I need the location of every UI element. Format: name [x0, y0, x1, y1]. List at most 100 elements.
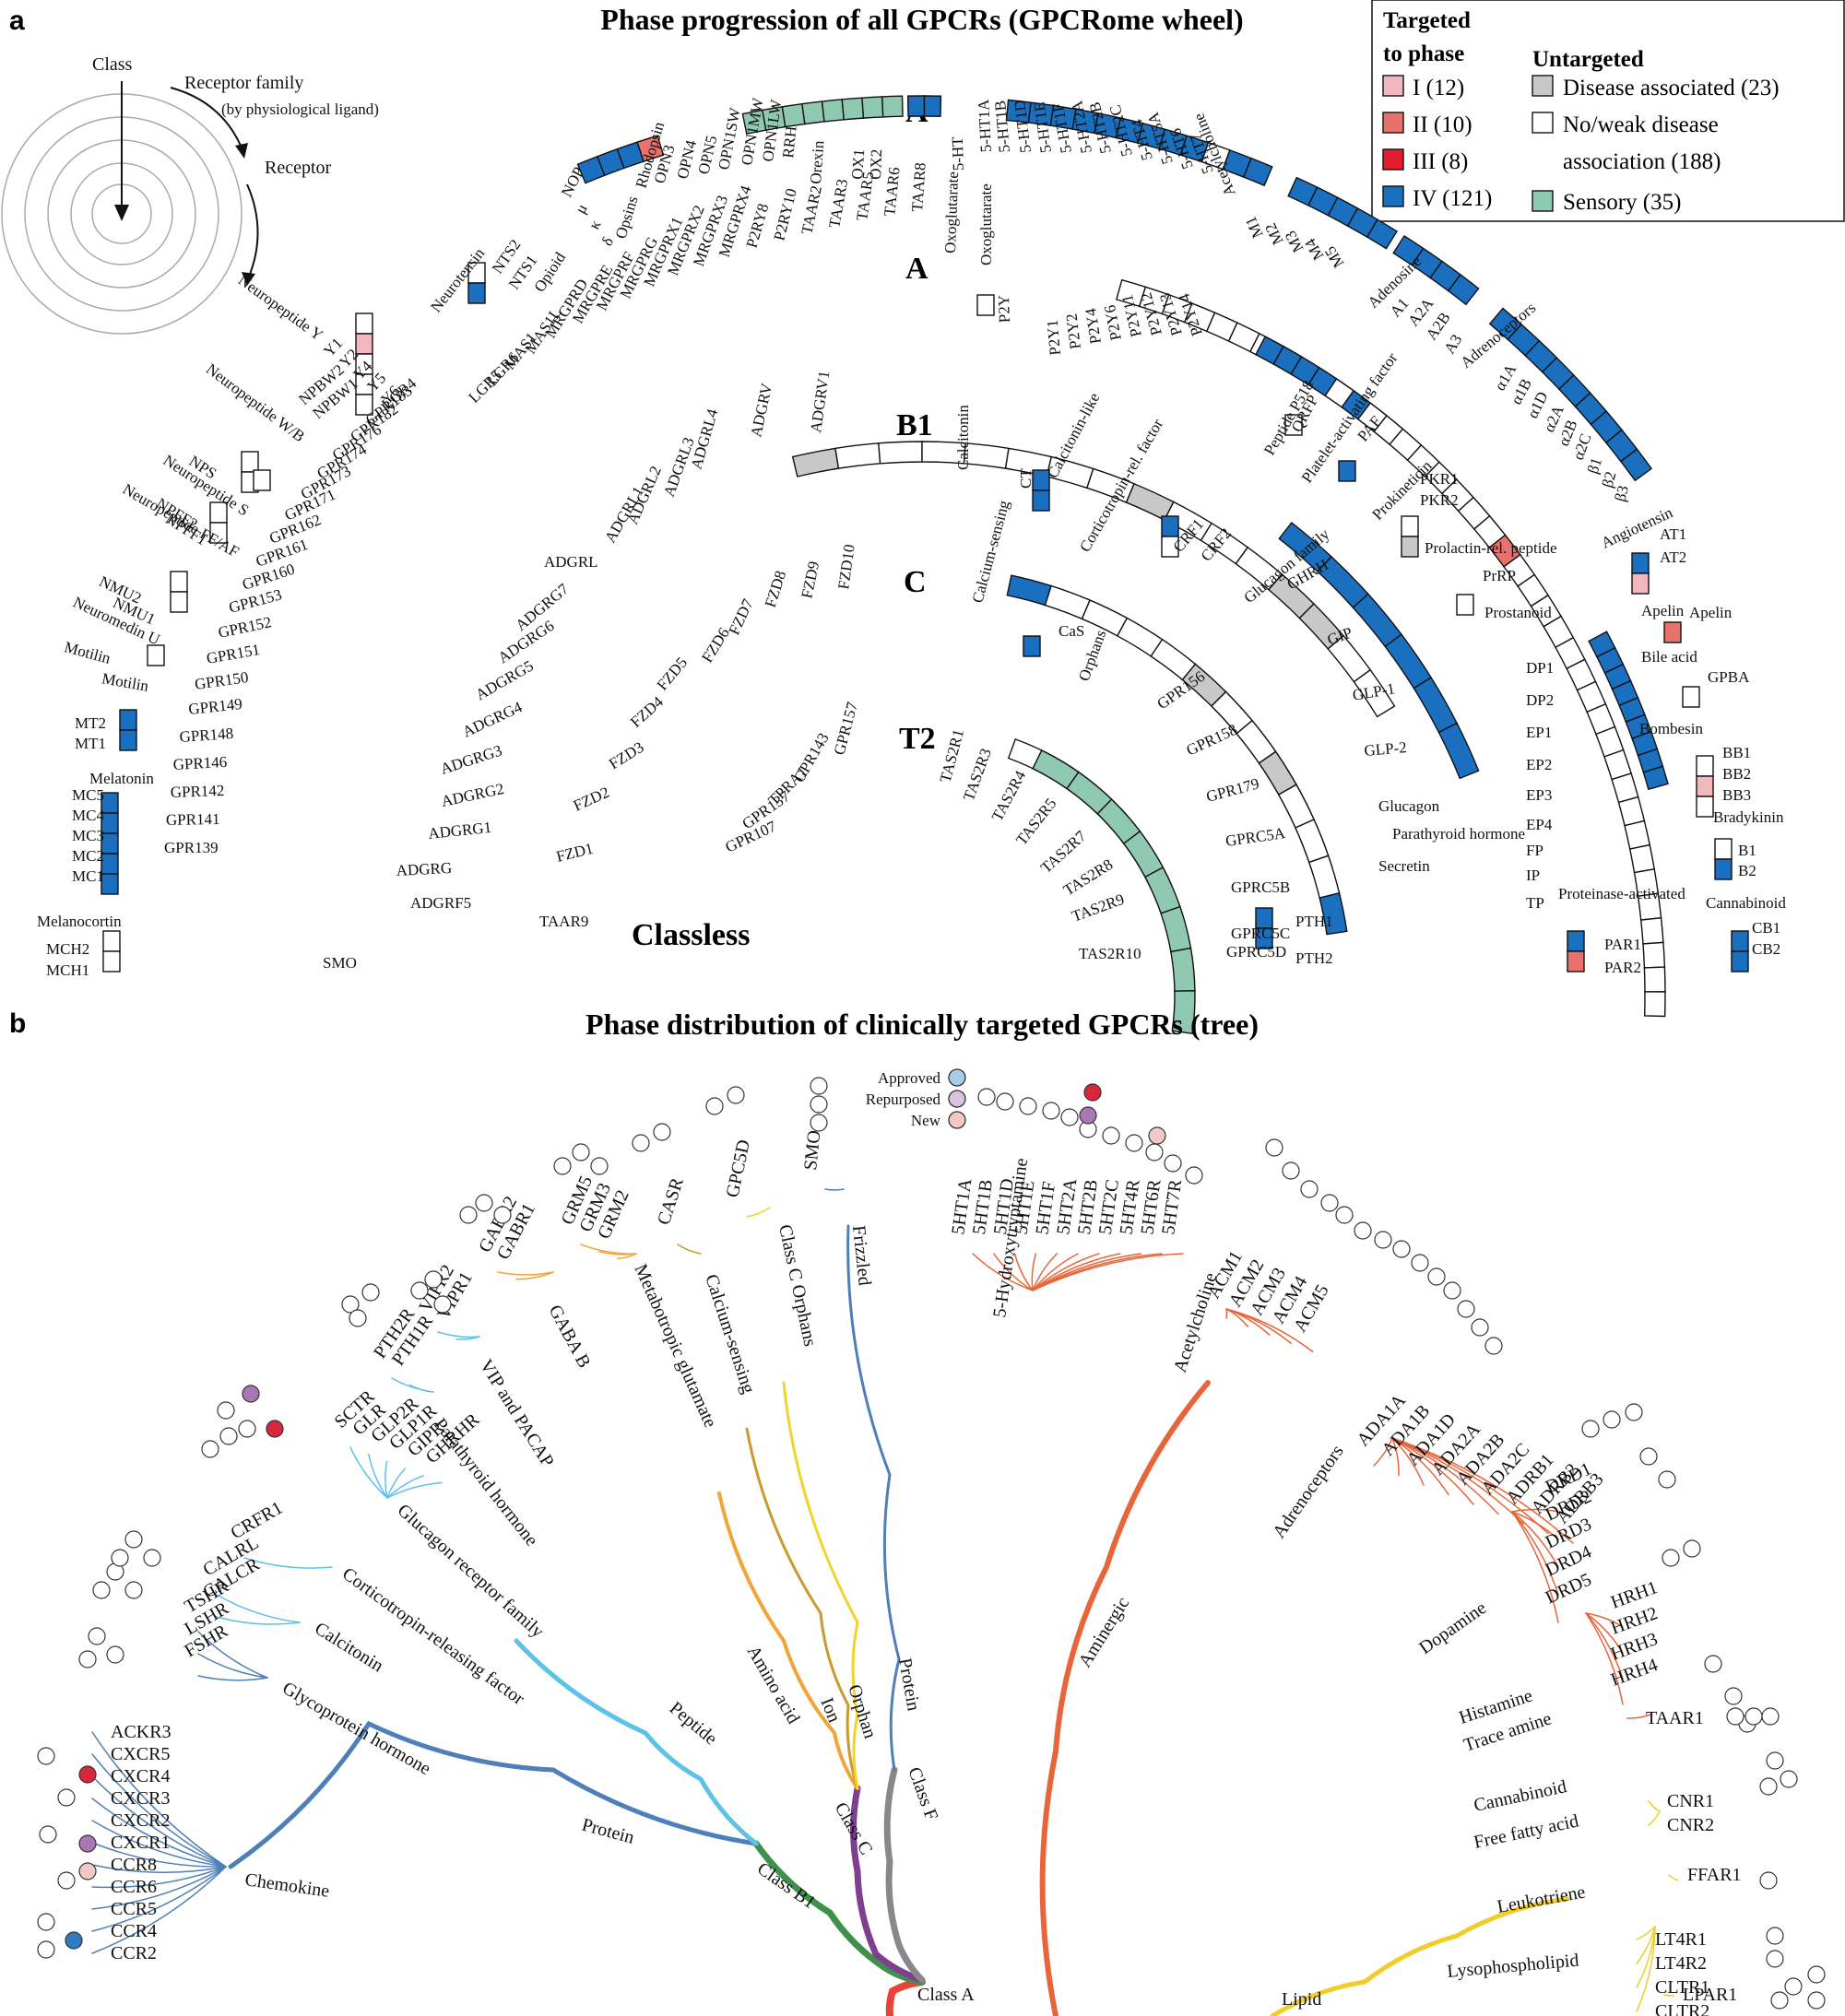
receptor-label: GPR152	[217, 613, 273, 642]
legend-approved: Approved	[878, 1069, 940, 1087]
receptor-segment	[253, 469, 271, 491]
receptor-segment	[1696, 755, 1714, 777]
drug-status-dot	[1662, 1549, 1680, 1567]
drug-status-dot	[977, 1088, 996, 1106]
receptor-segment	[1171, 990, 1196, 1034]
class-b1-branch	[752, 1840, 926, 1986]
receptor-twig	[1391, 1437, 1499, 1515]
drug-status-dot	[810, 1095, 828, 1114]
receptor-label: TP	[1526, 894, 1544, 912]
receptor-label: GPRC5C	[1231, 925, 1290, 942]
drug-status-dot	[433, 1295, 452, 1314]
receptor-node-label: CASR	[654, 1174, 688, 1227]
receptor-twig	[386, 1481, 443, 1499]
receptor-twig	[1225, 1308, 1314, 1353]
receptor-label: TAS2R1	[937, 727, 968, 784]
receptor-node-label: CNR1	[1667, 1791, 1714, 1811]
drug-status-dot	[1766, 1927, 1784, 1945]
schematic-family-sub: (by physiological ligand)	[221, 100, 379, 118]
drug-status-dot	[1443, 1281, 1461, 1300]
receptor-node-label: CCR8	[111, 1855, 157, 1875]
receptor-twig	[91, 1820, 227, 1868]
receptor-label: GPR157	[831, 700, 862, 757]
receptor-label: MC1	[72, 867, 104, 885]
drug-status-dot	[553, 1157, 572, 1175]
receptor-segment	[906, 95, 926, 117]
drug-status-dot	[705, 1097, 724, 1115]
receptor-label: DP2	[1526, 691, 1554, 709]
drug-status-dot	[1374, 1231, 1392, 1249]
receptor-label: Apelin	[1689, 604, 1733, 621]
receptor-label: ADGRG1	[427, 819, 492, 843]
receptor-label: MT1	[75, 735, 106, 752]
receptor-label: MC4	[72, 807, 104, 824]
legend-swatch-sensory	[1532, 190, 1554, 212]
receptor-label: TAAR8	[908, 162, 929, 213]
receptor-segment	[1628, 843, 1656, 874]
drug-status-dot	[1125, 1134, 1143, 1152]
receptor-label: Bradykinin	[1713, 808, 1784, 826]
class-c-branch	[850, 1785, 926, 1984]
receptor-segment	[1401, 536, 1419, 558]
receptor-twig	[349, 1446, 388, 1499]
receptor-segment	[636, 135, 665, 162]
receptor-twig	[91, 1864, 227, 1874]
family-label: Chemokine	[243, 1869, 330, 1902]
receptor-node-label: LPAR1	[1683, 1985, 1737, 2005]
receptor-segment	[801, 100, 825, 125]
receptor-segment	[355, 312, 373, 335]
receptor-label: GPR146	[172, 753, 227, 773]
drug-status-dot	[78, 1650, 97, 1668]
drug-status-dot	[1148, 1126, 1166, 1145]
receptor-twig	[1373, 1437, 1393, 1467]
receptor-label: RRH	[779, 125, 800, 159]
family-label: Free fatty acid	[1472, 1810, 1580, 1853]
ligand-lipid: Lipid	[1282, 1989, 1321, 2010]
receptor-label: FZD4	[627, 692, 667, 731]
receptor-label: Motilin	[63, 638, 113, 667]
receptor-twig	[1626, 1714, 1651, 1719]
receptor-segment	[102, 950, 121, 973]
drug-status-dot	[1185, 1166, 1203, 1185]
receptor-segment	[881, 95, 904, 118]
drug-status-dot	[1457, 1300, 1475, 1318]
receptor-label: GPR149	[187, 695, 242, 718]
panel-a-letter: a	[9, 6, 25, 36]
drug-status-dot	[493, 1206, 512, 1224]
receptor-label: Neuropeptide Y	[235, 271, 326, 344]
receptor-label: AT2	[1660, 548, 1686, 566]
receptor-label: ADGRG3	[438, 741, 503, 777]
protein-branch	[228, 1720, 759, 1869]
receptor-node-label: CLTR2	[1655, 2001, 1709, 2016]
drug-status-dot	[37, 1747, 55, 1765]
receptor-segment	[1319, 891, 1348, 936]
drug-status-dot	[37, 1940, 55, 1959]
receptor-label: TAS2R9	[1070, 890, 1127, 925]
receptor-twig	[1391, 1437, 1474, 1505]
legend-disease: Disease associated (23)	[1563, 76, 1780, 100]
receptor-label: M5	[1321, 243, 1348, 271]
drug-status-dot	[238, 1420, 256, 1438]
receptor-segment	[1642, 765, 1669, 791]
receptor-twig	[746, 1207, 771, 1218]
schematic-family-arrow	[170, 87, 242, 148]
receptor-label: FZD8	[762, 569, 790, 610]
receptor-label: GPBA	[1708, 668, 1750, 686]
receptor-label: TAAR3	[825, 178, 851, 230]
receptor-segment	[1696, 775, 1714, 797]
legend-sensory: Sensory (35)	[1563, 190, 1681, 215]
receptor-label: OX1	[848, 148, 868, 180]
receptor-label: B2	[1738, 862, 1756, 879]
receptor-segment	[1295, 819, 1330, 864]
drug-status-dot	[1060, 1108, 1079, 1126]
receptor-label: Glucagon	[1378, 797, 1440, 815]
receptor-label: GPRC5A	[1224, 824, 1287, 850]
receptor-segment	[1696, 796, 1714, 818]
receptor-label: ADGRF5	[410, 894, 471, 912]
receptor-twig	[1013, 1253, 1034, 1291]
receptor-segment	[1731, 930, 1749, 952]
legend-phase-1: I (12)	[1413, 76, 1464, 100]
receptor-twig	[1032, 1253, 1100, 1291]
receptor-twig	[1585, 1612, 1624, 1680]
